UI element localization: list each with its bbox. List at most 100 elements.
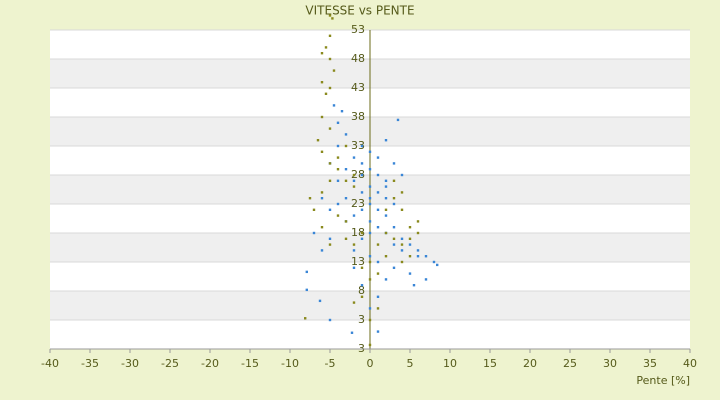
scatter-point (320, 52, 324, 55)
x-tick-label: 40 (683, 357, 697, 370)
scatter-point (352, 156, 356, 159)
y-tick-label: 13 (351, 255, 365, 268)
scatter-point (408, 226, 412, 229)
y-tick-label: 43 (351, 81, 365, 94)
scatter-point (400, 191, 404, 194)
scatter-point (416, 255, 420, 258)
scatter-point (384, 185, 388, 188)
y-tick-label: 18 (351, 226, 365, 239)
scatter-point (376, 191, 380, 194)
scatter-point (408, 272, 412, 275)
scatter-point (360, 284, 364, 287)
scatter-point (408, 237, 412, 240)
scatter-point (336, 179, 340, 182)
x-tick-label: -40 (41, 357, 59, 370)
chart-title: VITESSE vs PENTE (305, 4, 414, 18)
scatter-point (328, 86, 332, 90)
x-tick-label: 25 (563, 357, 577, 370)
x-tick-label: 15 (483, 357, 497, 370)
y-tick-label: 28 (351, 168, 365, 181)
scatter-point (368, 260, 372, 264)
scatter-point (336, 202, 340, 206)
x-tick-label: -30 (121, 357, 139, 370)
scatter-point (320, 150, 324, 153)
scatter-point (436, 263, 439, 267)
scatter-point (376, 208, 380, 211)
y-tick-label: 53 (351, 23, 365, 36)
scatter-point (360, 237, 364, 240)
scatter-point (376, 173, 380, 177)
scatter-point (344, 133, 348, 136)
scatter-point (384, 197, 388, 200)
x-tick-label: -25 (161, 357, 179, 370)
scatter-point (384, 255, 388, 258)
scatter-point (344, 179, 348, 182)
scatter-point (368, 278, 372, 281)
scatter-point (336, 214, 340, 217)
scatter-point (392, 179, 396, 182)
scatter-point (368, 168, 372, 171)
x-tick-label: -5 (325, 357, 336, 370)
y-tick-label: 23 (351, 197, 365, 210)
scatter-point (392, 202, 396, 206)
scatter-point (352, 301, 356, 304)
scatter-point (408, 243, 412, 246)
scatter-point (320, 115, 324, 119)
y-tick-label: 3 (358, 313, 365, 326)
scatter-point (328, 57, 332, 61)
scatter-point (328, 162, 332, 165)
scatter-point (320, 81, 324, 84)
scatter-point (416, 231, 420, 235)
scatter-point (384, 208, 388, 211)
scatter-point (332, 104, 336, 107)
scatter-point (376, 330, 380, 333)
scatter-point (392, 243, 396, 246)
scatter-point (360, 295, 364, 298)
scatter-point (376, 260, 380, 264)
scatter-point (368, 185, 372, 188)
scatter-point (328, 318, 332, 322)
scatter-point (360, 231, 364, 235)
scatter-point (392, 237, 396, 240)
scatter-point (344, 197, 348, 200)
x-tick-label: -15 (241, 357, 259, 370)
scatter-point (336, 168, 340, 171)
scatter-point (308, 197, 312, 200)
scatter-point (432, 260, 436, 264)
x-tick-label: -35 (81, 357, 99, 370)
x-tick-label: 10 (443, 357, 457, 370)
scatter-point (400, 173, 404, 177)
scatter-point (368, 255, 372, 258)
scatter-point (344, 144, 348, 148)
scatter-point (320, 191, 324, 194)
scatter-point (412, 284, 416, 287)
scatter-point (332, 69, 336, 72)
x-tick-label: 35 (643, 357, 657, 370)
scatter-point (324, 46, 328, 49)
scatter-point (352, 243, 356, 246)
scatter-point (360, 266, 364, 269)
scatter-point (392, 226, 396, 229)
scatter-point (384, 214, 388, 217)
scatter-point (360, 162, 364, 165)
scatter-point (304, 317, 307, 320)
scatter-point (396, 118, 400, 122)
x-tick-label: 5 (407, 357, 414, 370)
scatter-point (376, 295, 380, 298)
scatter-point (368, 307, 372, 310)
scatter-point (368, 197, 372, 200)
scatter-point (400, 243, 404, 246)
scatter-point (312, 208, 316, 211)
scatter-point (400, 260, 404, 264)
scatter-point (344, 168, 348, 171)
scatter-point (360, 191, 364, 194)
scatter-point (336, 121, 340, 124)
scatter-point (328, 237, 332, 240)
scatter-point (376, 307, 380, 310)
x-tick-label: 0 (367, 357, 374, 370)
scatter-point (350, 331, 354, 334)
scatter-point (331, 17, 334, 20)
scatter-point (360, 144, 364, 148)
scatter-point (336, 144, 340, 148)
